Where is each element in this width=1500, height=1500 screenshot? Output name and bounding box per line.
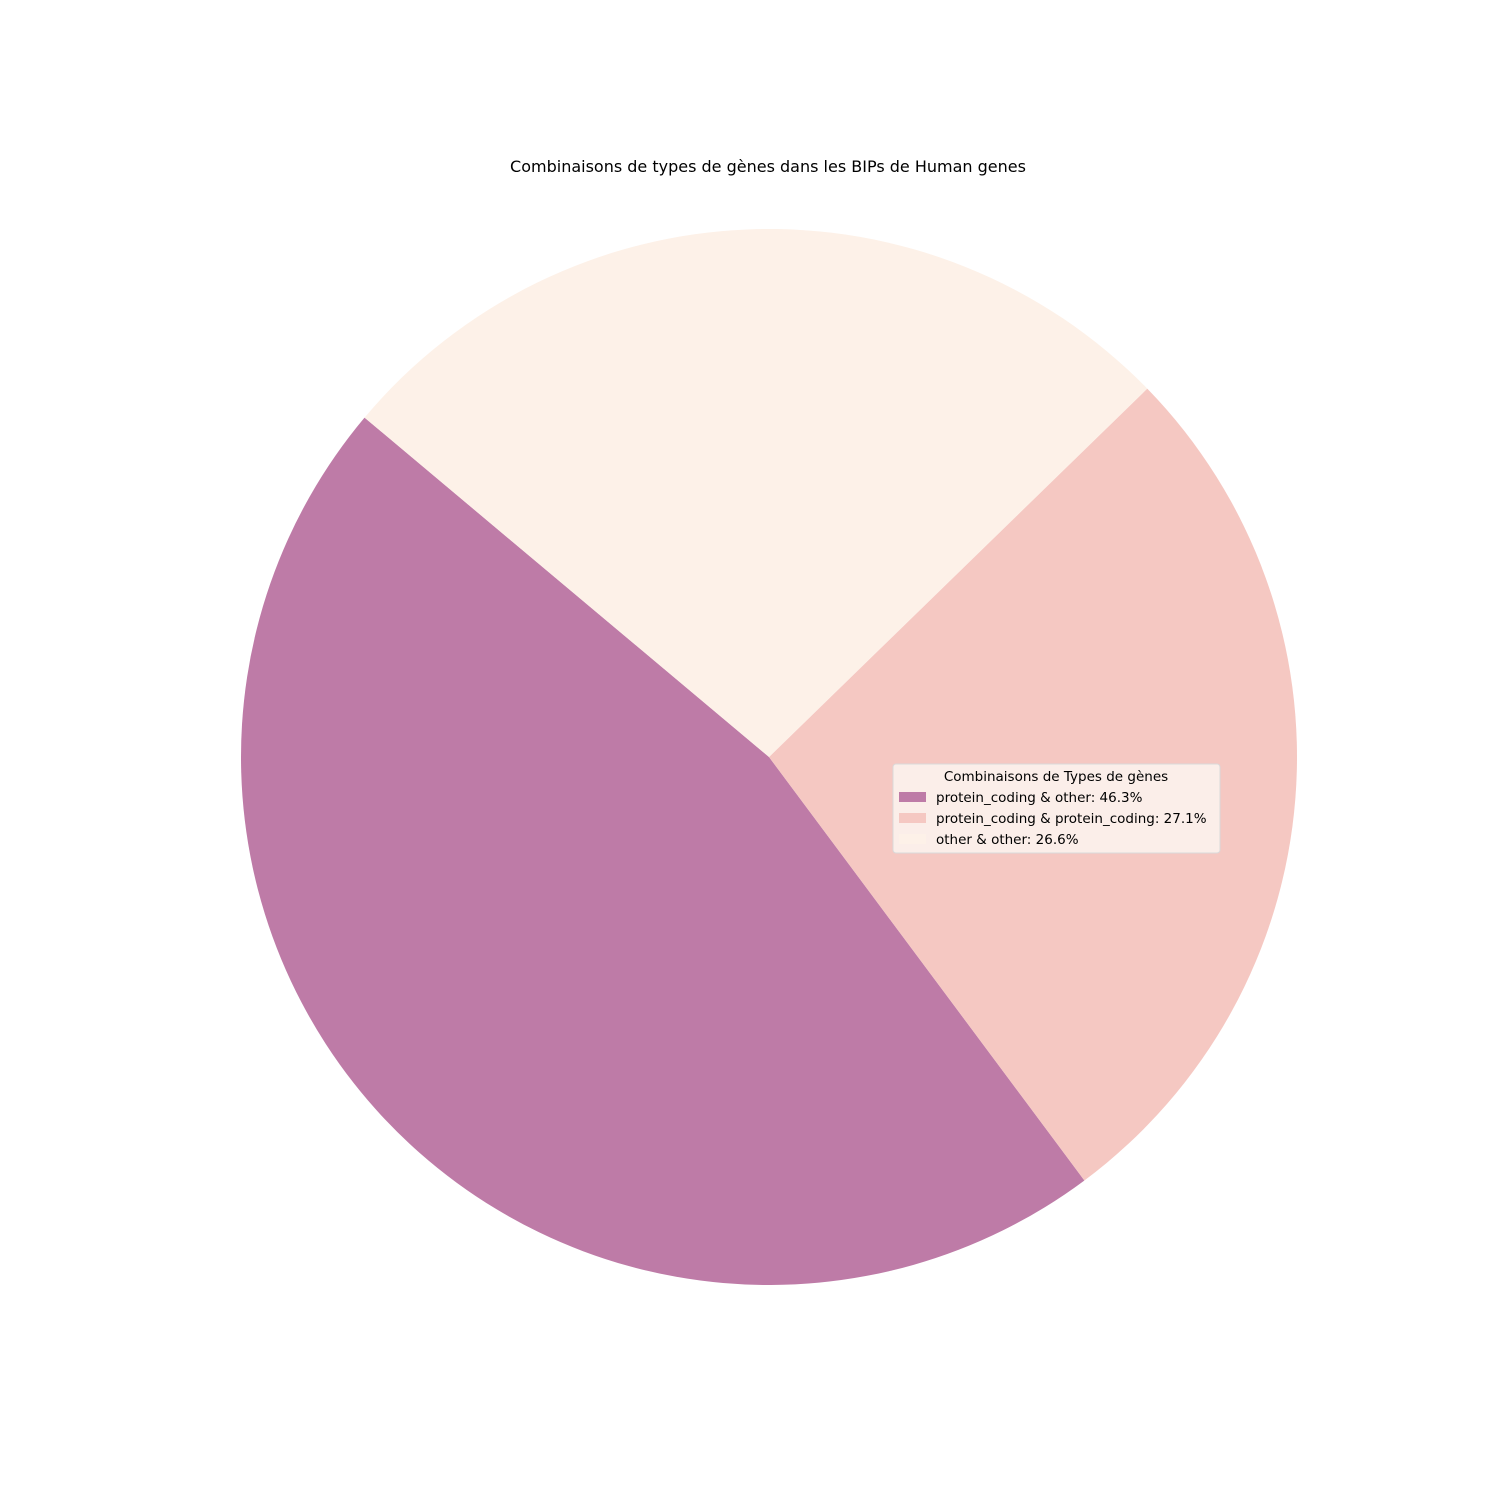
legend-swatch-1 [899, 813, 926, 823]
legend-title: Combinaisons de Types de gènes [944, 769, 1168, 785]
legend-swatch-0 [899, 792, 926, 802]
pie-slices [240, 229, 1298, 1286]
legend-label-1: protein_coding & protein_coding: 27.1% [936, 811, 1207, 827]
pie-slice-2 [364, 229, 1148, 757]
legend-label-2: other & other: 26.6% [936, 832, 1079, 848]
legend-items: protein_coding & other: 46.3% protein_cod… [899, 790, 1207, 848]
chart-title: Combinaisons de types de gènes dans les … [510, 157, 1026, 176]
legend-frame [892, 763, 1221, 854]
pie-slice-0 [240, 417, 1085, 1286]
legend: Combinaisons de Types de gènes protein_c… [892, 763, 1221, 854]
legend-swatch-2 [899, 834, 926, 844]
legend-label-0: protein_coding & other: 46.3% [936, 790, 1143, 806]
